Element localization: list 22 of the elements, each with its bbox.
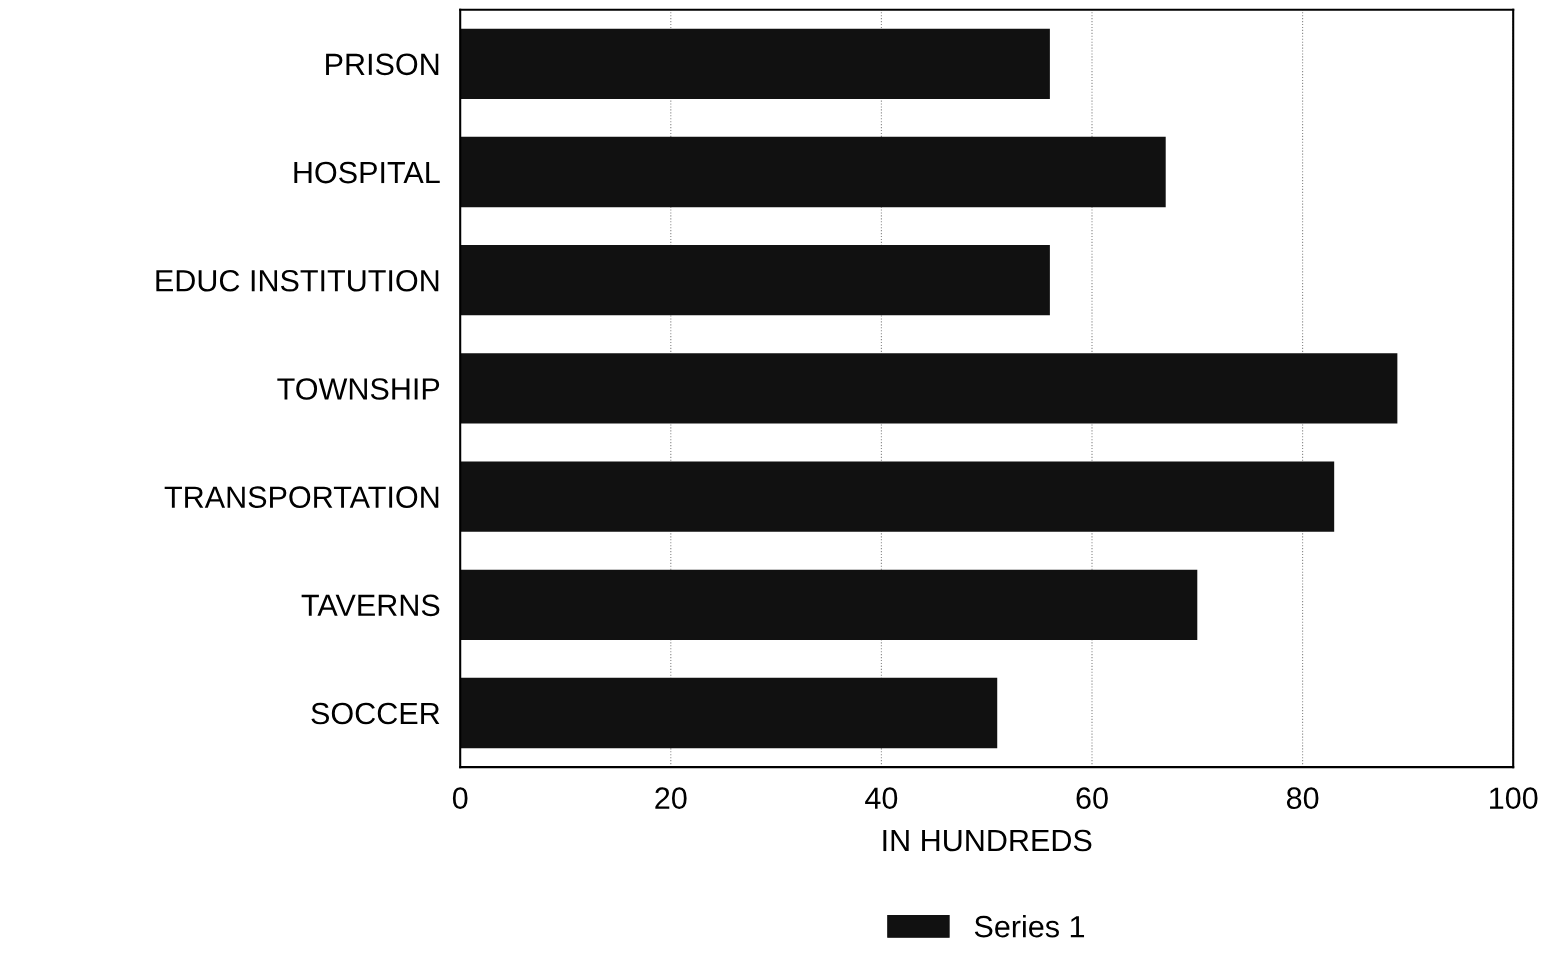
y-tick-label: HOSPITAL bbox=[294, 161, 440, 184]
y-tick-label: SOCCER bbox=[311, 702, 440, 725]
y-tick-label: TOWNSHIP bbox=[277, 378, 440, 400]
bar bbox=[460, 569, 1198, 640]
bar bbox=[460, 677, 998, 749]
bar bbox=[460, 245, 1050, 316]
x-tick-label: 100 bbox=[1490, 787, 1538, 809]
x-tick-label: 60 bbox=[1076, 787, 1108, 809]
x-tick-label: 0 bbox=[452, 787, 468, 809]
x-tick-label: 40 bbox=[865, 787, 898, 809]
bar bbox=[460, 461, 1335, 532]
bar bbox=[460, 28, 1050, 99]
y-tick-label: TRANSPORTATION bbox=[164, 486, 439, 508]
y-tick-label: TAVERNS bbox=[301, 594, 440, 617]
x-tick-label: 20 bbox=[655, 787, 687, 809]
y-tick-label: EDUC INSTITUTION bbox=[156, 269, 439, 292]
x-axis-title: IN HUNDREDS bbox=[883, 829, 1092, 852]
bar bbox=[460, 136, 1166, 208]
bar bbox=[460, 353, 1398, 424]
y-tick-label: PRISON bbox=[326, 53, 439, 76]
x-tick-label: 80 bbox=[1286, 787, 1319, 809]
legend-label: Series 1 bbox=[974, 915, 1085, 938]
